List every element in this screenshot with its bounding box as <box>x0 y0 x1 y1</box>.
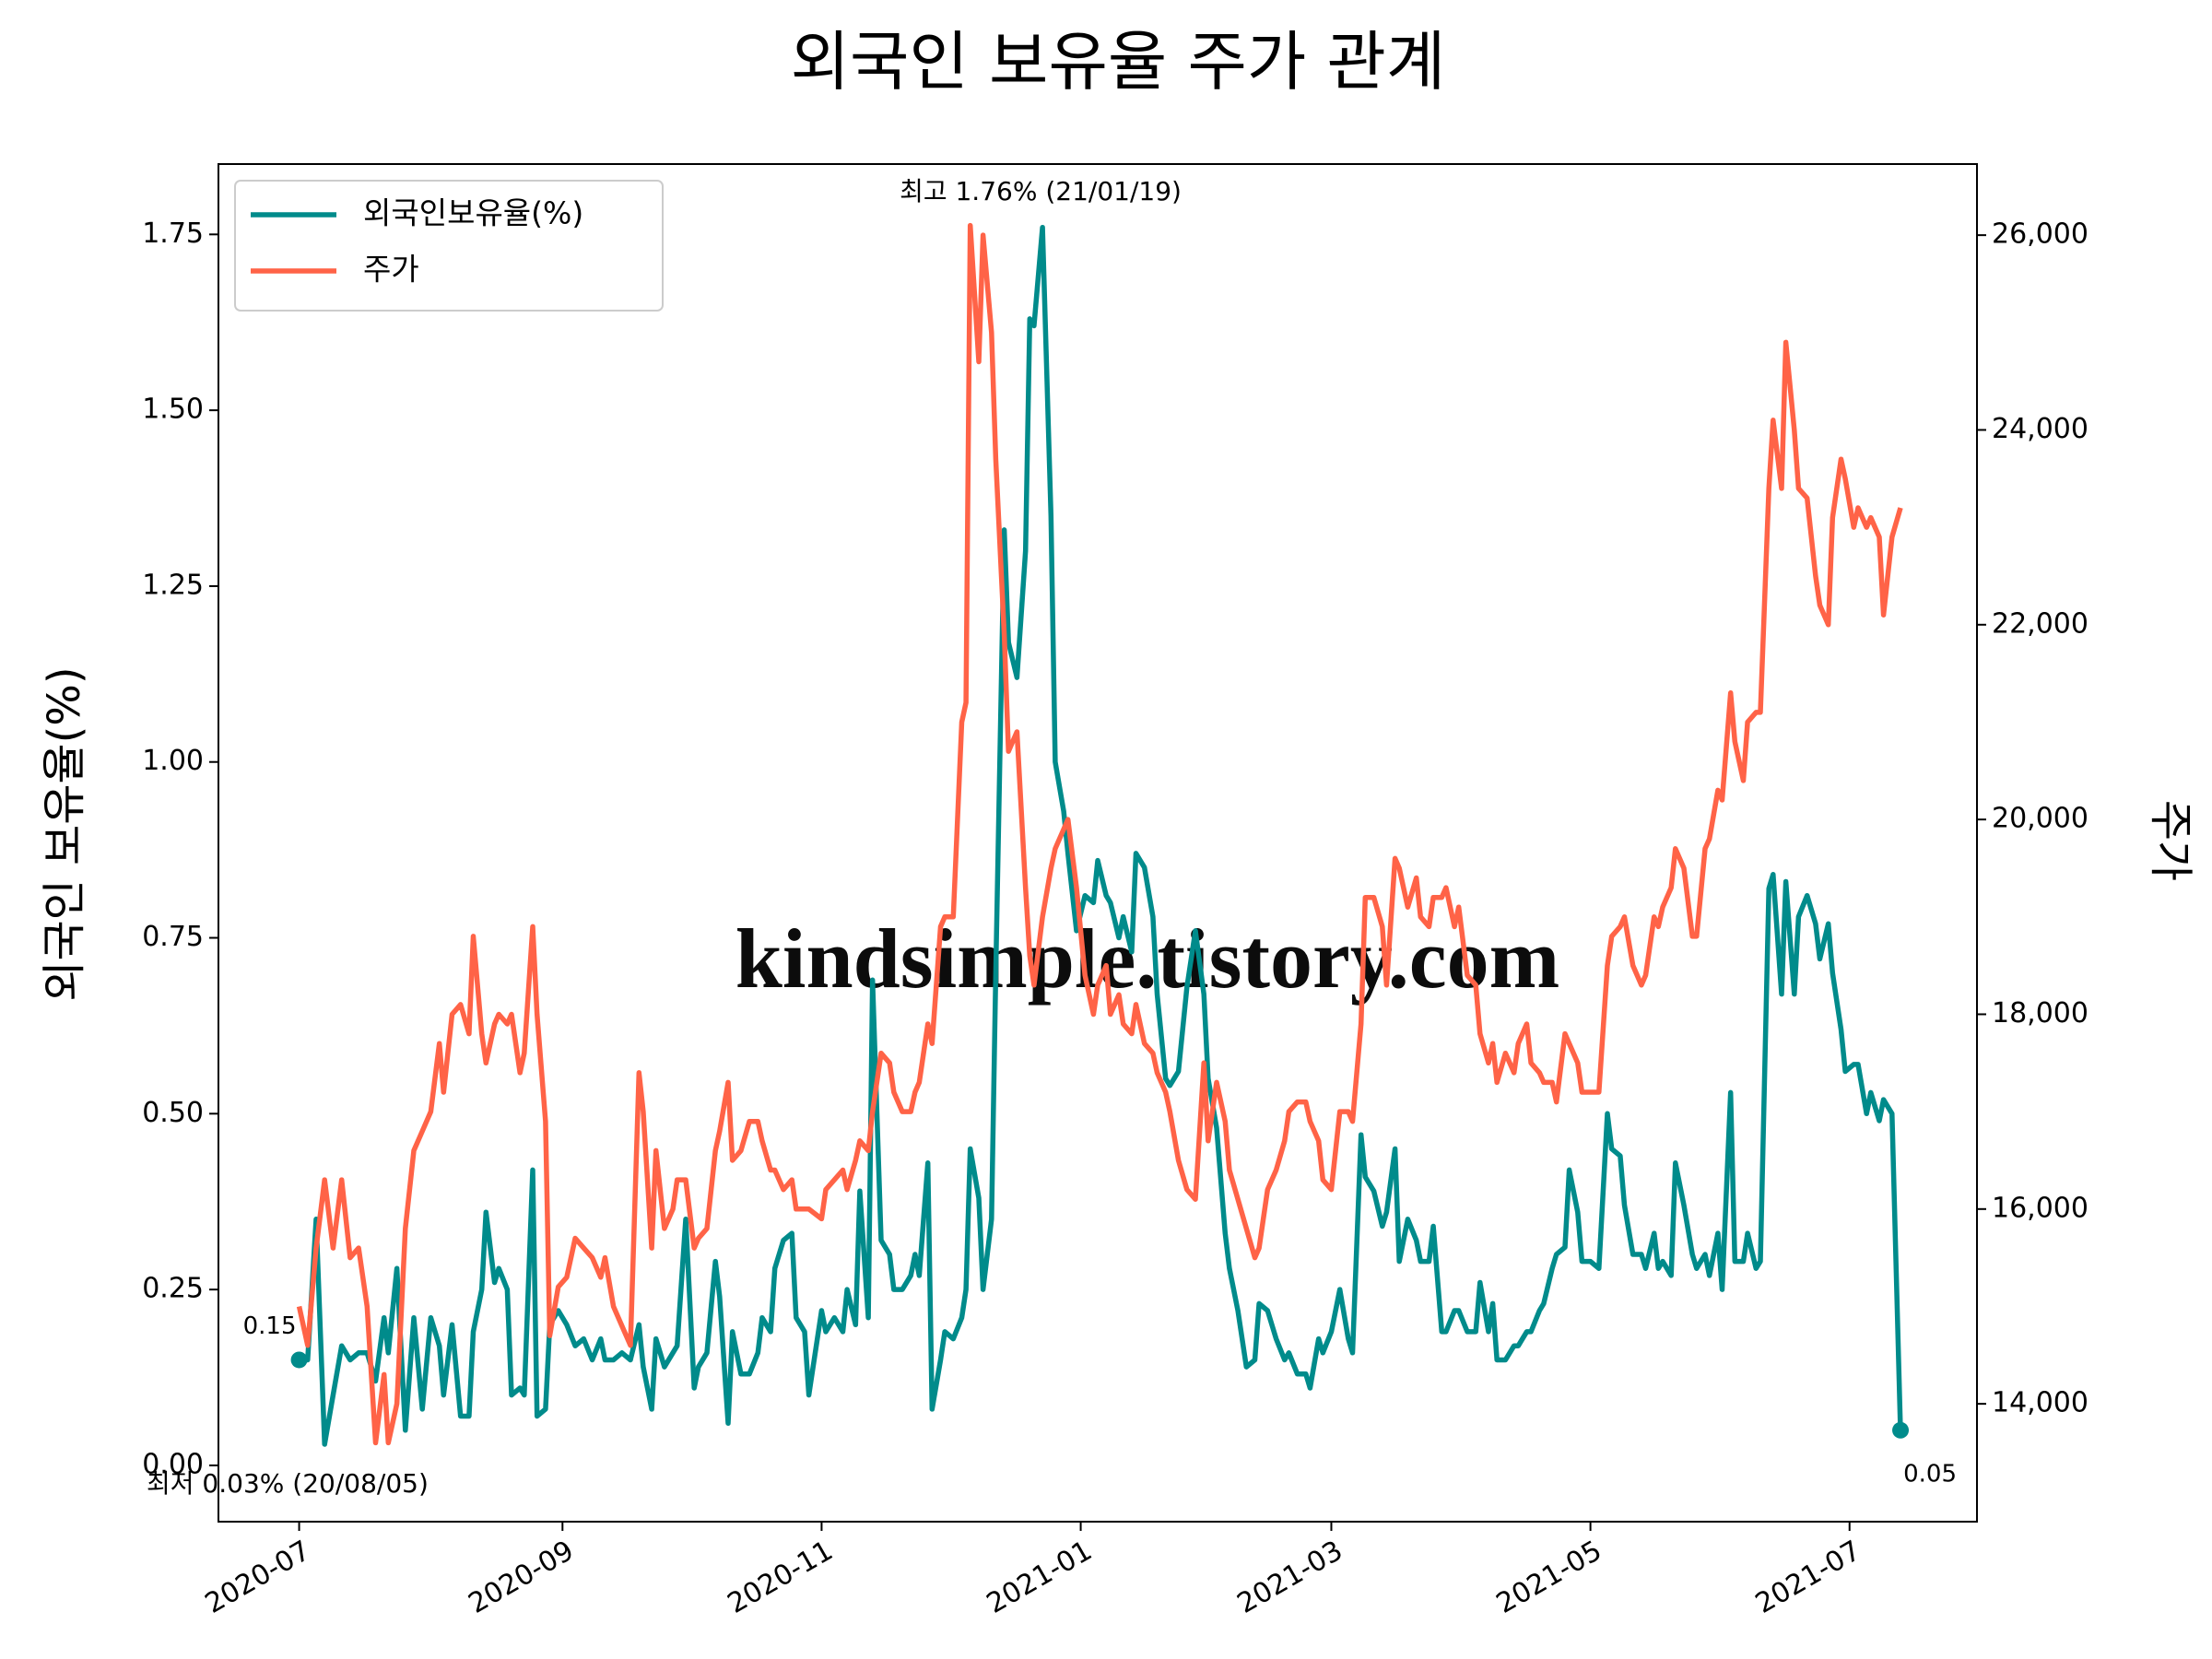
y-tick-label: 0.25 <box>142 1273 204 1305</box>
y2-tick-label: 14,000 <box>1992 1387 2088 1419</box>
y-tick-label: 1.25 <box>142 569 204 601</box>
y2-tick-label: 26,000 <box>1992 218 2088 251</box>
y-tick-label: 0.00 <box>142 1448 204 1480</box>
line <box>296 222 1903 1446</box>
y2-tick-label: 18,000 <box>1992 997 2088 1030</box>
chart-title: 외국인 보유율 주가 관계 <box>791 24 1446 100</box>
y-axis-label: 외국인 보유율(%) <box>39 666 90 1001</box>
y2-tick-label: 16,000 <box>1992 1192 2088 1224</box>
point-marker <box>1892 1421 1910 1439</box>
watermark: kindsimple.tistory.com <box>735 912 1559 1006</box>
data-label: 0.05 <box>1903 1460 1957 1488</box>
legend-box <box>234 180 664 312</box>
annotation: 최고 1.76% (21/01/19) <box>900 176 1182 206</box>
y2-tick-label: 22,000 <box>1992 607 2088 640</box>
y-tick-label: 1.50 <box>142 394 204 426</box>
legend: 외국인보유율(%) 주가 <box>234 180 664 312</box>
plot-frame <box>218 163 1978 1523</box>
point-marker <box>290 1351 308 1369</box>
y2-axis-label: 주가 <box>2145 800 2196 881</box>
data-label: 0.15 <box>243 1312 297 1340</box>
line <box>299 224 1903 1447</box>
y-tick-label: 1.75 <box>142 218 204 250</box>
legend-label: 주가 <box>363 252 419 288</box>
legend-label: 외국인보유율(%) <box>363 195 583 231</box>
y2-tick-label: 20,000 <box>1992 803 2088 835</box>
y2-tick-label: 24,000 <box>1992 413 2088 445</box>
y-tick-label: 0.50 <box>142 1097 204 1129</box>
y-tick-label: 0.75 <box>142 921 204 953</box>
y-tick-label: 1.00 <box>142 745 204 777</box>
annotation: 최저 0.03% (20/08/05) <box>147 1468 429 1499</box>
